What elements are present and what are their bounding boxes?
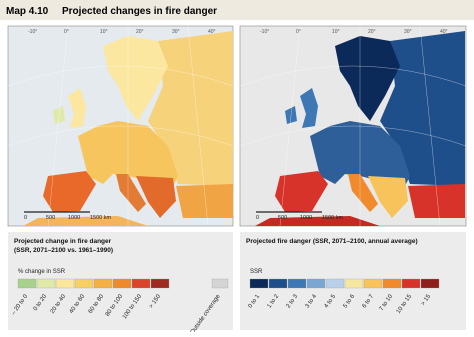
legend-unit: % change in SSR: [18, 269, 66, 275]
legend-swatch: [382, 278, 402, 289]
legend-swatch: [55, 278, 75, 289]
degree-label: 20°: [136, 29, 144, 35]
map-right: [239, 25, 467, 227]
degree-label: 30°: [172, 29, 180, 35]
legend-swatch: [306, 278, 326, 289]
legend-swatch: [36, 278, 56, 289]
degree-label: 40°: [440, 29, 448, 35]
header-bar: [0, 0, 474, 20]
scale-label: 1000: [300, 215, 312, 221]
legend-unit: SSR: [250, 269, 263, 275]
legend-title: Projected change in fire danger: [14, 238, 112, 245]
map-title: Projected changes in fire danger: [62, 6, 217, 17]
degree-label: 10°: [332, 29, 340, 35]
legend-swatch: [287, 278, 307, 289]
graticule: [7, 25, 234, 227]
degree-label: 40°: [208, 29, 216, 35]
degree-label: 20°: [368, 29, 376, 35]
scale-label: 1500 km: [322, 215, 344, 221]
degree-label: 0°: [296, 29, 301, 35]
map-number: Map 4.10: [6, 6, 49, 17]
scale-label: 0: [24, 215, 27, 221]
degree-label: 30°: [404, 29, 412, 35]
degree-label: -10°: [28, 29, 37, 35]
scale-label: 500: [46, 215, 55, 221]
legend-swatch: [93, 278, 113, 289]
legend-swatch: [344, 278, 364, 289]
legend-swatch: [325, 278, 345, 289]
legend-swatch: [268, 278, 288, 289]
legend-swatch: [150, 278, 170, 289]
legend-swatch: [74, 278, 94, 289]
degree-label: -10°: [260, 29, 269, 35]
degree-label: 10°: [100, 29, 108, 35]
legend-swatch: [401, 278, 421, 289]
legend-swatch: [249, 278, 269, 289]
graticule: [239, 25, 467, 227]
legend-title: Projected fire danger (SSR, 2071–2100, a…: [246, 238, 418, 245]
legend-swatch: [131, 278, 151, 289]
legend-subtitle: (SSR, 2071–2100 vs. 1961–1990): [14, 247, 113, 254]
legend-swatch: [17, 278, 37, 289]
scale-label: 1500 km: [90, 215, 112, 221]
legend-swatch: [211, 278, 229, 289]
legend-swatch: [420, 278, 440, 289]
scale-label: 0: [256, 215, 259, 221]
scale-label: 1000: [68, 215, 80, 221]
map-left: [7, 25, 234, 227]
scale-label: 500: [278, 215, 287, 221]
degree-label: 0°: [64, 29, 69, 35]
legend-swatch: [363, 278, 383, 289]
legend-swatch: [112, 278, 132, 289]
